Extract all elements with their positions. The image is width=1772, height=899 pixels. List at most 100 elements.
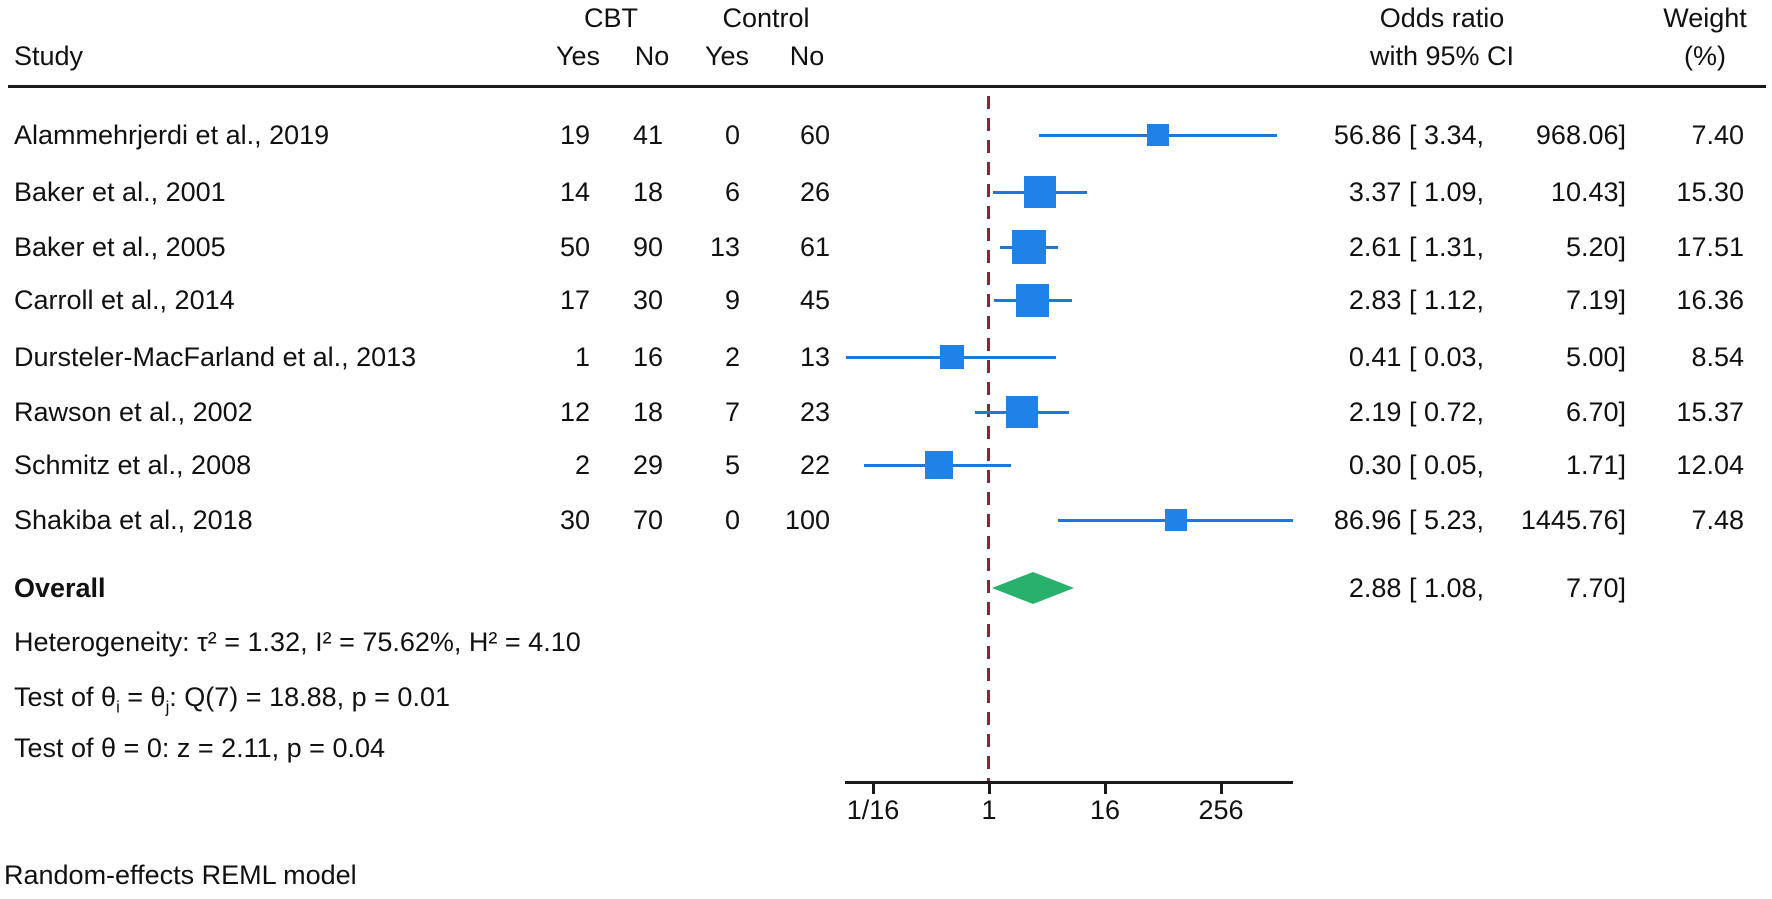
control-no-header: No [789, 41, 825, 71]
test-equality-part1: Test of θ [14, 682, 117, 712]
estimate-square [1147, 124, 1169, 146]
cbt-no-header: No [634, 41, 670, 71]
estimate-square [1012, 230, 1046, 264]
test-equality-stats: Test of θi = θj: Q(7) = 18.88, p = 0.01 [14, 680, 914, 717]
cbt-no-cell: 41 [632, 120, 663, 150]
or-ci-label: 3.37 [ 1.09, [1348, 177, 1484, 207]
cbt-yes-cell: 2 [574, 450, 590, 480]
control-yes-cell: 0 [724, 120, 740, 150]
cbt-no-cell: 90 [632, 232, 663, 262]
control-yes-cell: 6 [724, 177, 740, 207]
cbt-no-cell: 16 [632, 342, 663, 372]
control-no-cell: 100 [784, 505, 830, 535]
header-rule [8, 85, 1766, 88]
weight-cell: 15.37 [1676, 397, 1744, 427]
axis-tick [988, 782, 991, 794]
study-name: Rawson et al., 2002 [14, 397, 253, 427]
null-line [987, 96, 990, 782]
estimate-square [1016, 284, 1049, 317]
cbt-yes-cell: 19 [559, 120, 590, 150]
study-name: Alammehrjerdi et al., 2019 [14, 120, 330, 150]
control-yes-cell: 9 [724, 285, 740, 315]
heterogeneity-stats: Heterogeneity: τ² = 1.32, I² = 75.62%, H… [14, 627, 581, 657]
cbt-no-cell: 29 [632, 450, 663, 480]
weight-cell: 17.51 [1676, 232, 1744, 262]
ci-upper-label: 1445.76] [1520, 505, 1626, 535]
test-overall-stats: Test of θ = 0: z = 2.11, p = 0.04 [14, 733, 385, 763]
weight-cell: 8.54 [1691, 342, 1744, 372]
control-group-header: Control [722, 3, 810, 33]
control-no-cell: 26 [799, 177, 830, 207]
control-yes-cell: 13 [709, 232, 740, 262]
control-yes-cell: 5 [724, 450, 740, 480]
cbt-group-header: CBT [584, 3, 638, 33]
or-ci-label: 2.88 [ 1.08, [1348, 573, 1484, 603]
overall-label: Overall [14, 573, 106, 603]
ci-upper-label: 1.71] [1565, 450, 1626, 480]
cbt-yes-cell: 14 [559, 177, 590, 207]
axis-tick-label: 16 [1089, 795, 1121, 825]
ci-upper-label: 5.20] [1565, 232, 1626, 262]
axis-tick [1220, 782, 1223, 794]
theta-i-subscript: i [116, 697, 120, 717]
estimate-square [1165, 509, 1187, 531]
study-name: Carroll et al., 2014 [14, 285, 235, 315]
study-column-header: Study [14, 41, 84, 71]
cbt-no-cell: 18 [632, 397, 663, 427]
weight-header-line1: Weight [1663, 3, 1747, 33]
axis-line [845, 781, 1293, 784]
or-ci-label: 0.30 [ 0.05, [1348, 450, 1484, 480]
control-no-cell: 60 [799, 120, 830, 150]
or-ci-label: 2.61 [ 1.31, [1348, 232, 1484, 262]
test-equality-part2: = θ [119, 682, 166, 712]
control-no-cell: 45 [799, 285, 830, 315]
estimate-square [925, 451, 953, 479]
test-equality-part3: : Q(7) = 18.88, p = 0.01 [169, 682, 450, 712]
ci-upper-label: 6.70] [1565, 397, 1626, 427]
control-no-cell: 22 [799, 450, 830, 480]
study-name: Baker et al., 2001 [14, 177, 226, 207]
cbt-yes-cell: 12 [559, 397, 590, 427]
weight-cell: 15.30 [1676, 177, 1744, 207]
study-name: Dursteler-MacFarland et al., 2013 [14, 342, 417, 372]
cbt-no-cell: 30 [632, 285, 663, 315]
weight-cell: 16.36 [1676, 285, 1744, 315]
cbt-yes-header: Yes [555, 41, 601, 71]
ci-upper-label: 10.43] [1550, 177, 1626, 207]
ci-upper-label: 5.00] [1565, 342, 1626, 372]
control-yes-cell: 0 [724, 505, 740, 535]
axis-tick-label: 1 [981, 795, 997, 825]
or-ci-label: 2.83 [ 1.12, [1348, 285, 1484, 315]
estimate-square [1006, 396, 1038, 428]
weight-header-line2: (%) [1684, 41, 1726, 71]
axis-tick-label: 256 [1198, 795, 1244, 825]
study-name: Schmitz et al., 2008 [14, 450, 252, 480]
estimate-square [940, 345, 964, 369]
axis-tick [872, 782, 875, 794]
control-yes-cell: 7 [724, 397, 740, 427]
cbt-no-cell: 70 [632, 505, 663, 535]
cbt-no-cell: 18 [632, 177, 663, 207]
or-ci-label: 56.86 [ 3.34, [1333, 120, 1484, 150]
weight-cell: 7.48 [1691, 505, 1744, 535]
or-ci-label: 86.96 [ 5.23, [1333, 505, 1484, 535]
control-no-cell: 61 [799, 232, 830, 262]
estimate-square [1024, 176, 1056, 208]
model-note: Random-effects REML model [4, 860, 357, 890]
control-yes-cell: 2 [724, 342, 740, 372]
axis-tick-label: 1/16 [846, 795, 900, 825]
ci-upper-label: 7.70] [1565, 573, 1626, 603]
odds-ratio-header-line1: Odds ratio [1379, 3, 1505, 33]
study-name: Baker et al., 2005 [14, 232, 226, 262]
odds-ratio-header-line2: with 95% CI [1369, 41, 1515, 71]
control-yes-header: Yes [704, 41, 750, 71]
weight-cell: 7.40 [1691, 120, 1744, 150]
study-name: Shakiba et al., 2018 [14, 505, 253, 535]
cbt-yes-cell: 17 [559, 285, 590, 315]
control-no-cell: 23 [799, 397, 830, 427]
cbt-yes-cell: 50 [559, 232, 590, 262]
cbt-yes-cell: 1 [574, 342, 590, 372]
axis-tick [1104, 782, 1107, 794]
ci-upper-label: 968.06] [1535, 120, 1626, 150]
